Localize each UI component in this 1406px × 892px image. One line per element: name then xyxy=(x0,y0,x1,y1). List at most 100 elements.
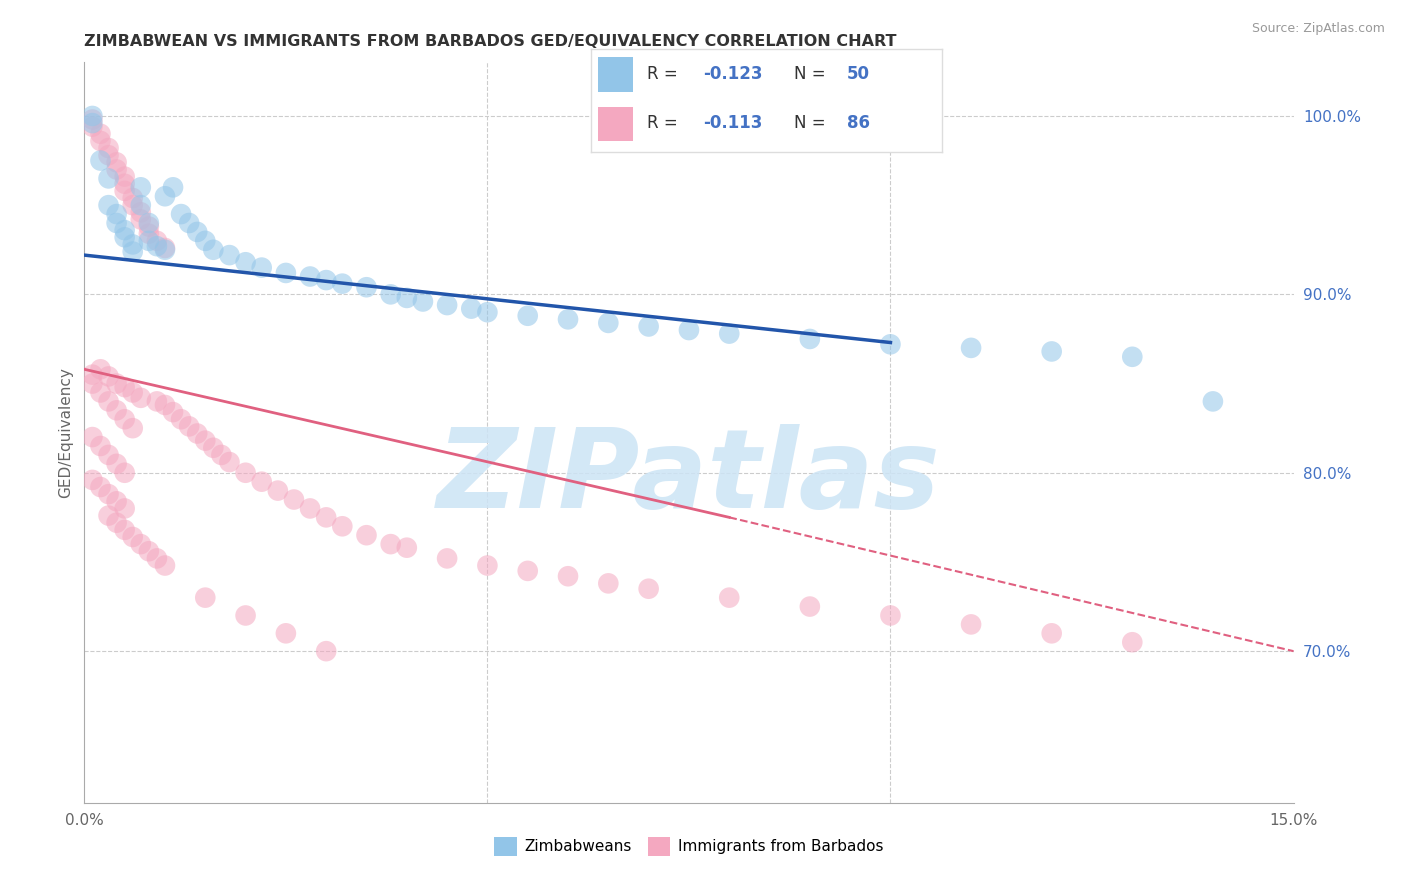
Point xyxy=(194,234,217,248)
Point xyxy=(129,212,152,227)
Point xyxy=(218,248,240,262)
Point xyxy=(89,153,111,168)
Point xyxy=(202,441,225,455)
Point xyxy=(114,523,136,537)
FancyBboxPatch shape xyxy=(598,57,633,92)
FancyBboxPatch shape xyxy=(598,106,633,141)
Point xyxy=(114,177,136,191)
Point xyxy=(129,180,152,194)
Point xyxy=(218,455,240,469)
Point xyxy=(557,312,579,326)
Point xyxy=(516,564,538,578)
Point xyxy=(299,269,322,284)
Point xyxy=(82,430,104,444)
Point xyxy=(146,239,169,253)
Text: -0.123: -0.123 xyxy=(703,65,762,83)
Point xyxy=(105,216,128,230)
Point xyxy=(315,510,337,524)
Point xyxy=(114,223,136,237)
Point xyxy=(477,305,499,319)
Point xyxy=(105,162,128,177)
Point xyxy=(121,385,143,400)
Point xyxy=(97,198,120,212)
Point xyxy=(114,380,136,394)
Point xyxy=(89,385,111,400)
Point xyxy=(153,241,176,255)
Point xyxy=(105,457,128,471)
Point xyxy=(97,369,120,384)
Legend: Zimbabweans, Immigrants from Barbados: Zimbabweans, Immigrants from Barbados xyxy=(488,831,890,862)
Point xyxy=(146,394,169,409)
Point xyxy=(105,403,128,417)
Point xyxy=(121,237,143,252)
Point xyxy=(179,216,201,230)
Point xyxy=(879,337,901,351)
Point xyxy=(1121,350,1143,364)
Point xyxy=(1202,394,1225,409)
Point xyxy=(194,434,217,448)
Point xyxy=(162,180,184,194)
Point xyxy=(114,184,136,198)
Point xyxy=(89,362,111,376)
Point xyxy=(194,591,217,605)
Point xyxy=(138,227,160,241)
Point xyxy=(477,558,499,573)
Point xyxy=(82,473,104,487)
Point xyxy=(598,576,620,591)
Point xyxy=(114,412,136,426)
Text: R =: R = xyxy=(647,114,683,132)
Point xyxy=(250,260,273,275)
Point xyxy=(637,319,659,334)
Point xyxy=(138,544,160,558)
Point xyxy=(299,501,322,516)
Point xyxy=(235,466,257,480)
Point xyxy=(395,291,418,305)
Point xyxy=(121,198,143,212)
Point xyxy=(274,626,297,640)
Point xyxy=(678,323,700,337)
Point xyxy=(138,219,160,234)
Point xyxy=(97,487,120,501)
Point xyxy=(82,120,104,134)
Point xyxy=(356,280,378,294)
Point xyxy=(153,189,176,203)
Text: N =: N = xyxy=(794,65,831,83)
Point xyxy=(718,326,741,341)
Point xyxy=(267,483,290,498)
Point xyxy=(129,198,152,212)
Text: -0.113: -0.113 xyxy=(703,114,762,132)
Point xyxy=(82,116,104,130)
Point xyxy=(283,492,305,507)
Point xyxy=(412,294,434,309)
Point xyxy=(105,155,128,169)
Point xyxy=(395,541,418,555)
Point xyxy=(557,569,579,583)
Point xyxy=(330,277,353,291)
Point xyxy=(186,426,208,441)
Text: R =: R = xyxy=(647,65,683,83)
Point xyxy=(97,508,120,523)
Text: N =: N = xyxy=(794,114,831,132)
Point xyxy=(105,516,128,530)
Point xyxy=(235,608,257,623)
Point xyxy=(799,332,821,346)
Point xyxy=(97,141,120,155)
Point xyxy=(89,439,111,453)
Y-axis label: GED/Equivalency: GED/Equivalency xyxy=(58,368,73,498)
Point xyxy=(516,309,538,323)
Point xyxy=(315,273,337,287)
Point xyxy=(129,537,152,551)
Point xyxy=(97,394,120,409)
Point xyxy=(89,134,111,148)
Point xyxy=(799,599,821,614)
Point xyxy=(186,225,208,239)
Point xyxy=(274,266,297,280)
Point xyxy=(879,608,901,623)
Point xyxy=(380,537,402,551)
Point xyxy=(82,112,104,127)
Point xyxy=(637,582,659,596)
Point xyxy=(105,376,128,391)
Point xyxy=(235,255,257,269)
Point xyxy=(1121,635,1143,649)
Point xyxy=(202,243,225,257)
